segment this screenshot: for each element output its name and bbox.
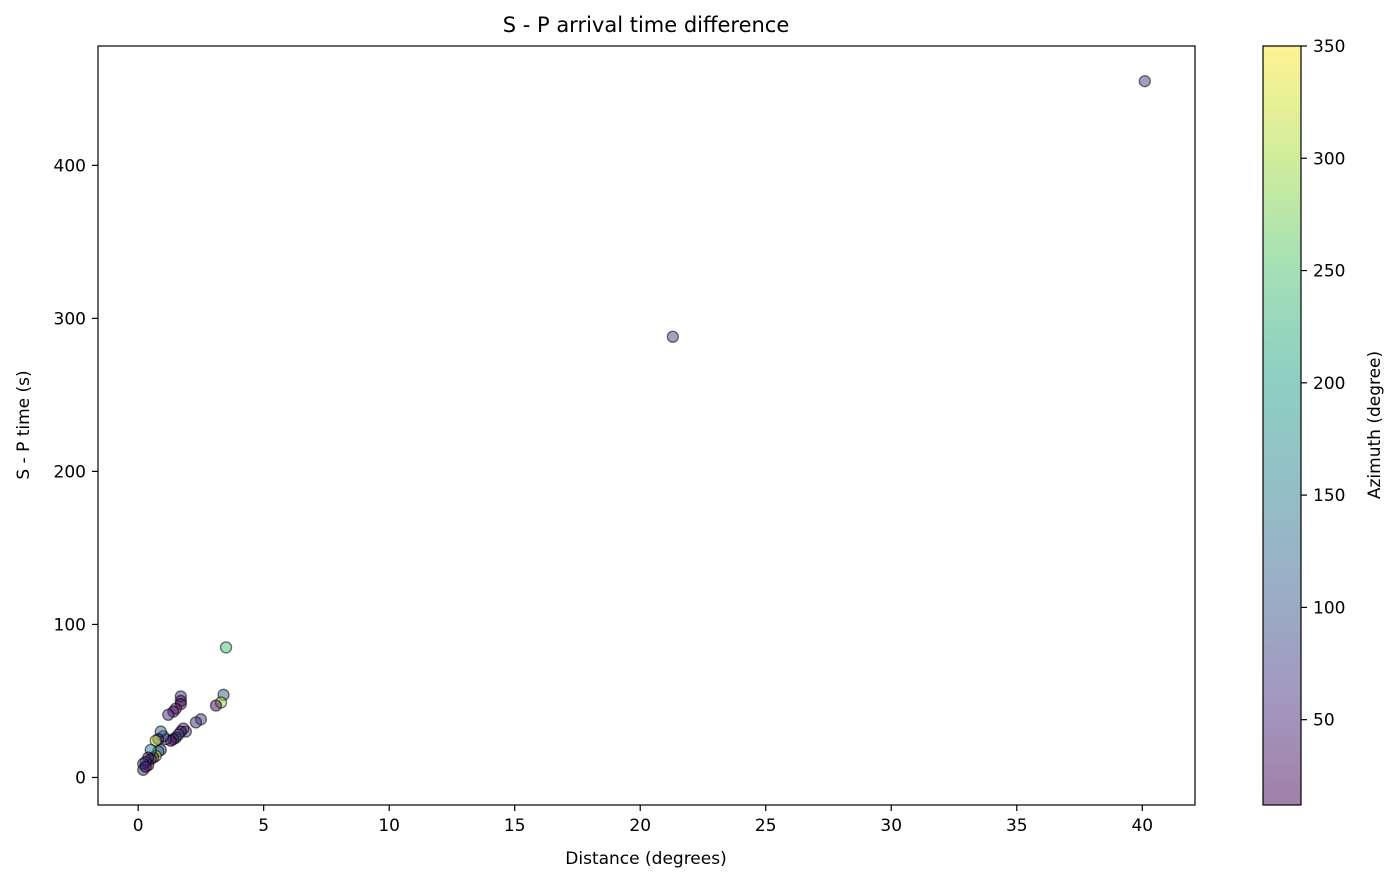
scatter-point	[209, 699, 223, 712]
points-layer	[137, 75, 1151, 776]
y-tick-label: 200	[54, 462, 86, 482]
scatter-point	[189, 716, 203, 729]
x-tick-label: 30	[880, 816, 902, 836]
plot-area-frame	[97, 45, 1196, 806]
y-tick-label: 100	[54, 615, 86, 635]
y-axis: 0 100 200 300 400	[54, 156, 98, 788]
chart-title: S - P arrival time difference	[503, 13, 790, 37]
scatter-point	[162, 708, 175, 721]
scatter-point	[139, 760, 152, 773]
y-tick-label: 300	[54, 309, 86, 329]
colorbar-label: Azimuth (degree)	[1365, 351, 1385, 499]
y-axis-label: S - P time (s)	[14, 370, 34, 479]
colorbar-tick-label: 100	[1313, 598, 1345, 618]
colorbar-tick-label: 300	[1313, 149, 1345, 169]
x-tick-label: 5	[258, 816, 269, 836]
x-tick-label: 35	[1006, 816, 1028, 836]
colorbar-tick-label: 250	[1313, 262, 1345, 282]
x-tick-label: 40	[1131, 816, 1153, 836]
x-tick-label: 15	[504, 816, 526, 836]
colorbar-tick-label: 50	[1313, 711, 1335, 731]
x-tick-label: 25	[755, 816, 777, 836]
colorbar	[1262, 45, 1302, 806]
x-axis-label: Distance (degrees)	[565, 849, 726, 869]
y-tick-label: 0	[75, 768, 86, 788]
scatter-point	[666, 330, 680, 343]
colorbar-tick-label: 200	[1313, 374, 1345, 394]
y-tick-label: 400	[54, 156, 86, 176]
scatter-point	[219, 641, 233, 654]
colorbar-tick-label: 150	[1313, 486, 1345, 506]
x-tick-label: 10	[378, 816, 400, 836]
scatter-point	[1138, 75, 1151, 88]
x-axis: 0 5 10 15 20 25 30 35 40	[133, 805, 1153, 836]
colorbar-tick-label: 350	[1313, 37, 1345, 57]
x-tick-label: 0	[133, 816, 144, 836]
colorbar-axis: 50 100 150 200 250 300 350	[1301, 37, 1345, 731]
x-tick-label: 20	[629, 816, 651, 836]
